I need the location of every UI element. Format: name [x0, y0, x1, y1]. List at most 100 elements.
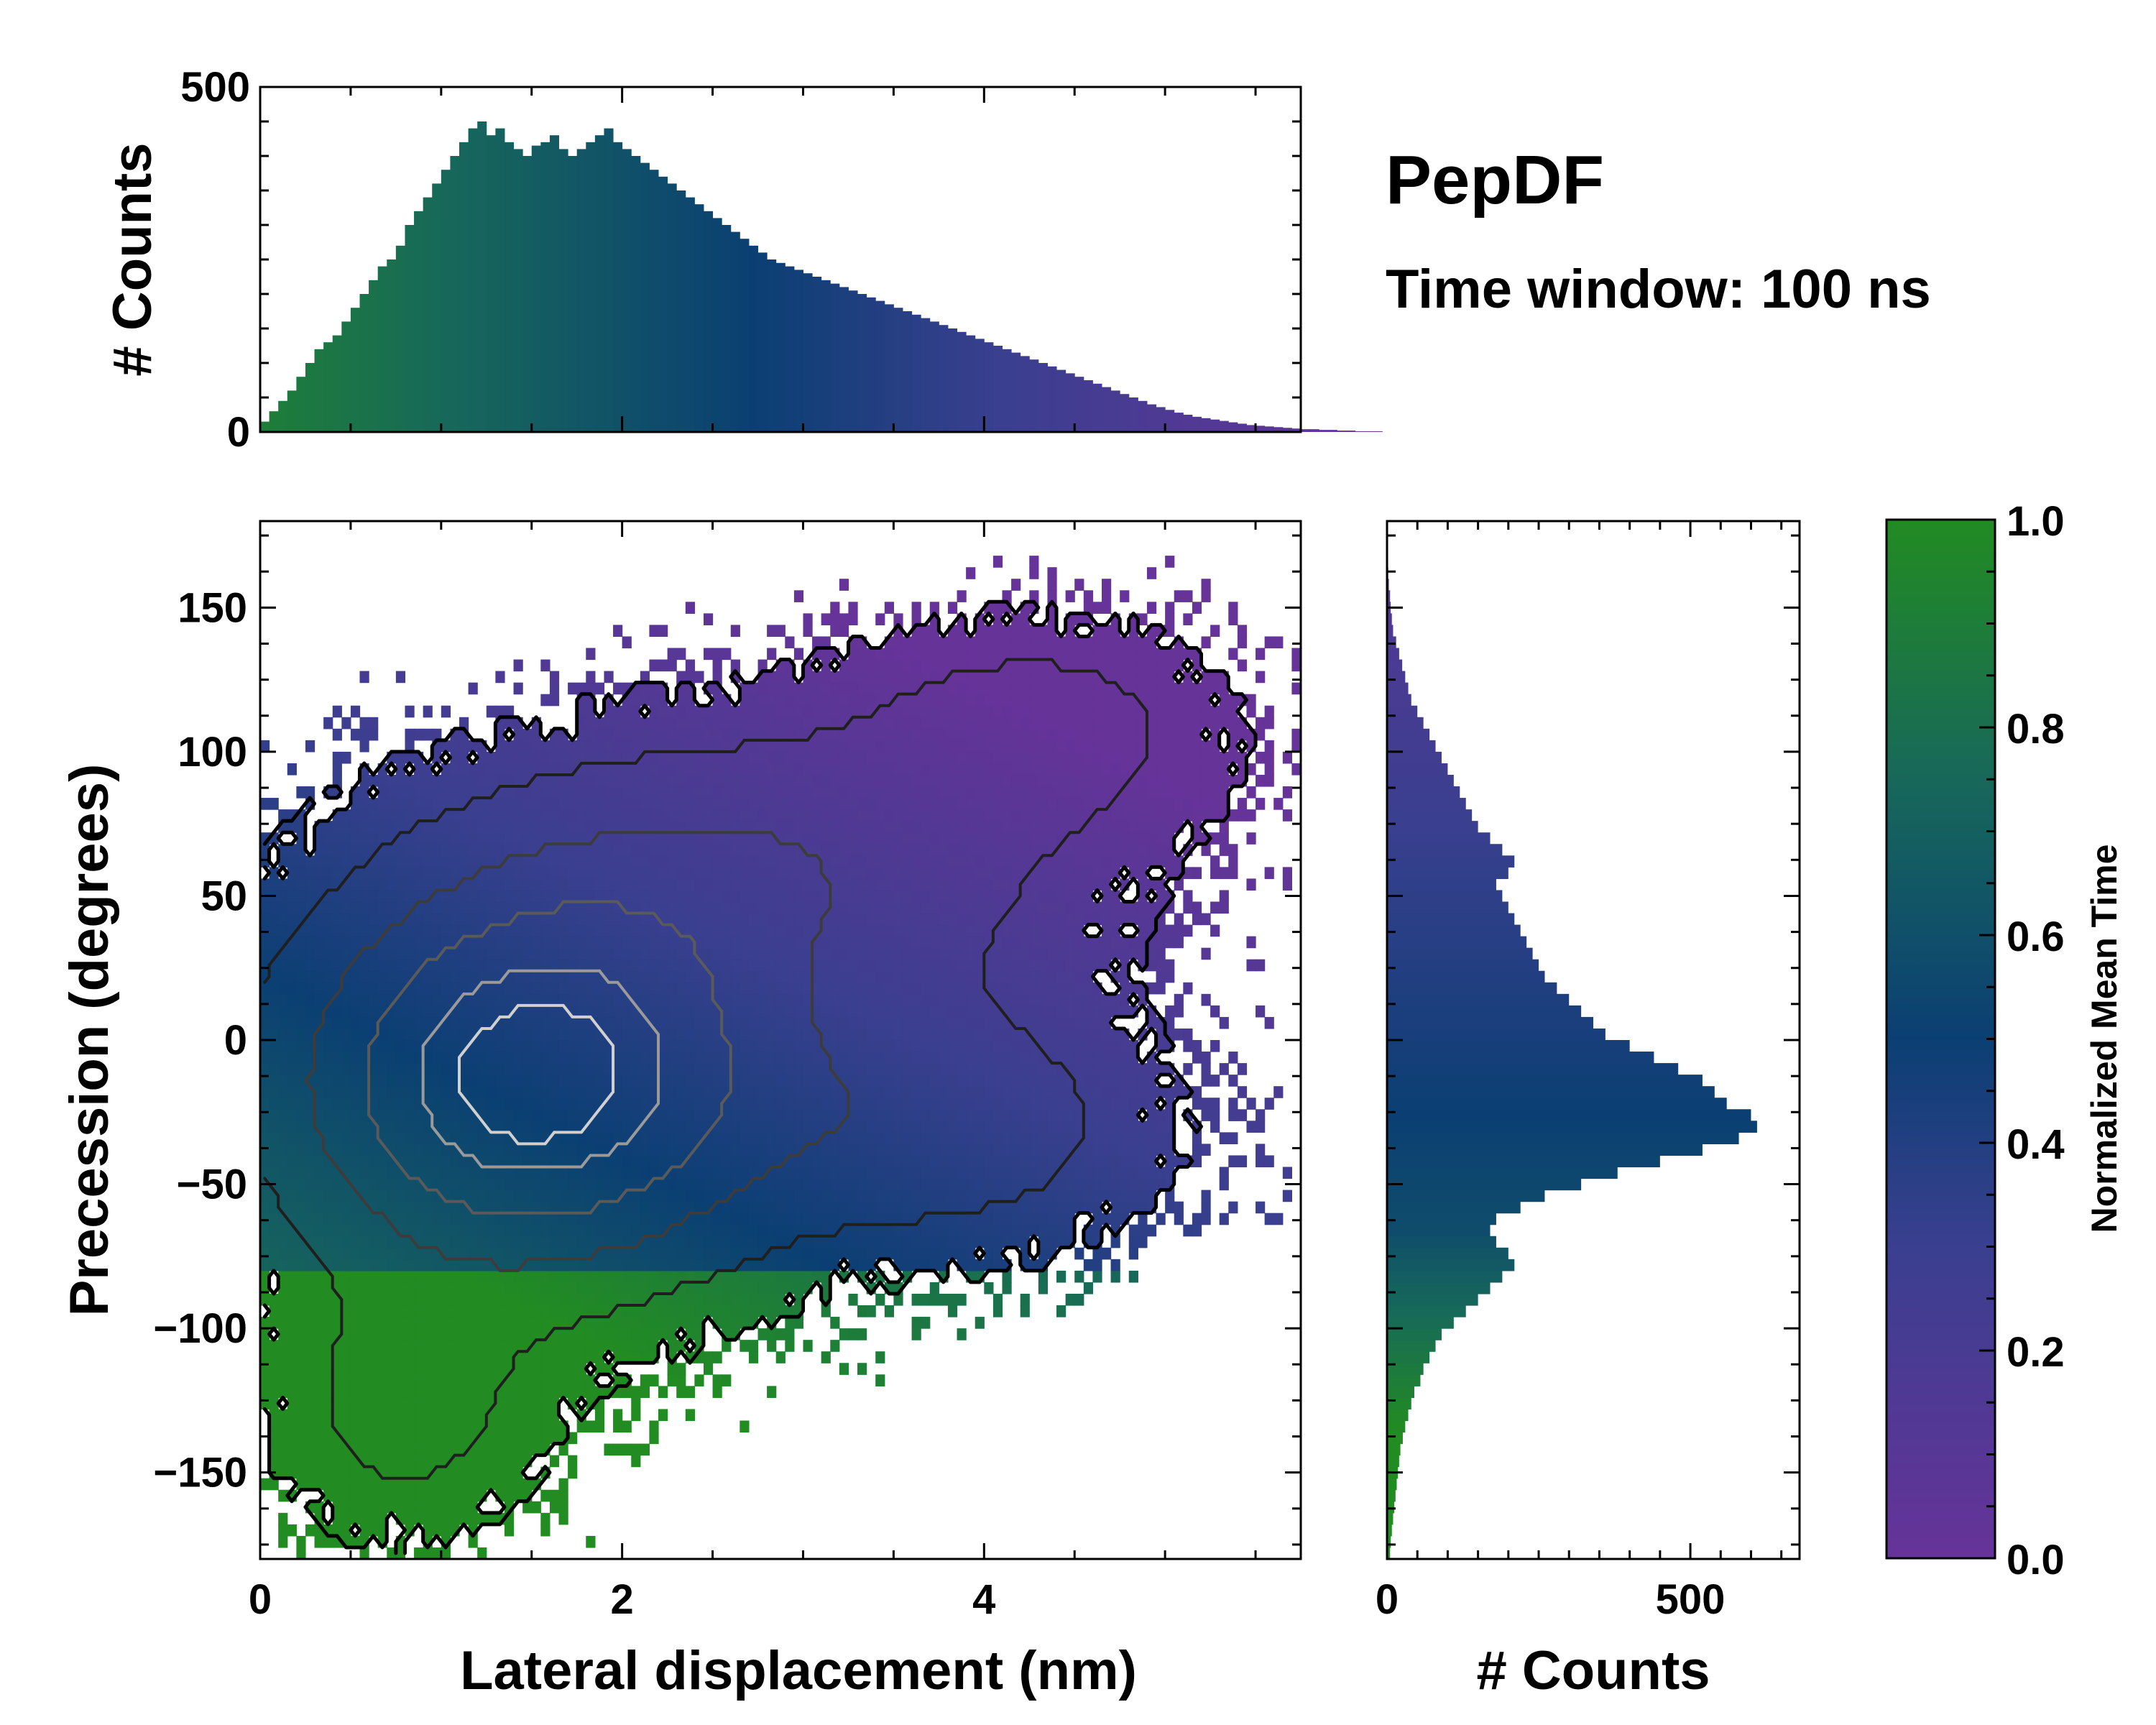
heatmap-cell [649, 1190, 659, 1202]
heatmap-cell [459, 1224, 469, 1237]
heatmap-cell [613, 1178, 623, 1191]
heatmap-cell [857, 1167, 867, 1179]
heatmap-cell [793, 1005, 804, 1018]
heatmap-cell [504, 936, 515, 949]
heatmap-cell [785, 636, 795, 649]
heatmap-cell [350, 1201, 361, 1214]
heatmap-cell [748, 890, 759, 903]
heatmap-cell [748, 1063, 759, 1075]
heatmap-cell [767, 913, 777, 926]
heatmap-cell [775, 1040, 786, 1052]
heatmap-cell [649, 982, 659, 995]
heatmap-cell [911, 832, 921, 845]
heatmap-cell [359, 844, 369, 856]
heatmap-cell [604, 1317, 614, 1329]
heatmap-cell [902, 867, 913, 879]
heatmap-cell [359, 1144, 369, 1156]
heatmap-cell [369, 1397, 379, 1410]
heatmap-cell [549, 1167, 560, 1179]
heatmap-cell [685, 1109, 695, 1121]
heatmap-cell [594, 1144, 605, 1156]
heatmap-cell [767, 959, 777, 972]
heatmap-cell [911, 924, 921, 937]
heatmap-cell [939, 913, 949, 926]
heatmap-cell [748, 1293, 759, 1306]
heatmap-cell [785, 924, 795, 937]
heatmap-cell [540, 1259, 550, 1271]
heatmap-cell [812, 993, 822, 1006]
heatmap-cell [812, 1040, 822, 1052]
heatmap-cell [685, 705, 695, 718]
heatmap-cell [775, 1201, 786, 1214]
heatmap-cell [377, 1363, 387, 1375]
heatmap-cell [740, 901, 750, 914]
heatmap-cell [911, 947, 921, 960]
heatmap-cell [594, 947, 605, 960]
heatmap-cell [531, 1132, 541, 1144]
heatmap-cell [748, 947, 759, 960]
heatmap-cell [604, 1109, 614, 1121]
heatmap-cell [531, 1317, 541, 1329]
heatmap-cell [767, 1040, 777, 1052]
heatmap-cell [839, 1247, 849, 1260]
heatmap-cell [921, 1247, 931, 1260]
heatmap-cell [631, 786, 641, 799]
heatmap-cell [676, 1178, 686, 1191]
heatmap-cell [341, 936, 351, 949]
heatmap-cell [269, 1132, 279, 1144]
heatmap-cell [531, 1386, 541, 1398]
heatmap-cell [504, 1386, 515, 1398]
heatmap-cell [830, 993, 840, 1006]
heatmap-cell [875, 1121, 885, 1133]
heatmap-cell [939, 1236, 949, 1248]
heatmap-cell [369, 1144, 379, 1156]
heatmap-cell [676, 1052, 686, 1064]
heatmap-cell [803, 1005, 813, 1018]
heatmap-cell [676, 901, 686, 914]
heatmap-cell [793, 1317, 804, 1329]
heatmap-cell [568, 1201, 578, 1214]
heatmap-cell [875, 982, 885, 995]
heatmap-cell [757, 740, 768, 753]
heatmap-cell [875, 855, 885, 868]
heatmap-cell [359, 878, 369, 891]
top-histogram-bar [857, 294, 867, 432]
heatmap-cell [947, 1236, 958, 1248]
heatmap-cell [323, 1489, 333, 1502]
heatmap-cell [296, 1247, 306, 1260]
heatmap-cell [767, 682, 777, 695]
heatmap-cell [812, 1155, 822, 1168]
heatmap-cell [830, 809, 840, 822]
heatmap-cell [830, 1201, 840, 1214]
heatmap-cell [350, 1466, 361, 1479]
heatmap-cell [314, 1386, 324, 1398]
heatmap-cell [848, 1086, 858, 1098]
heatmap-cell [350, 1351, 361, 1363]
heatmap-cell [459, 1075, 469, 1087]
heatmap-cell [269, 913, 279, 926]
heatmap-cell [477, 936, 487, 949]
top-histogram-bar [441, 170, 451, 432]
heatmap-cell [694, 798, 704, 810]
heatmap-cell [395, 1270, 406, 1283]
heatmap-cell [513, 1109, 523, 1121]
heatmap-cell [549, 751, 560, 764]
heatmap-cell [522, 1190, 533, 1202]
heatmap-cell [395, 1328, 406, 1340]
heatmap-cell [902, 936, 913, 949]
heatmap-cell [884, 867, 894, 879]
heatmap-cell [631, 1340, 641, 1352]
heatmap-cell [414, 774, 424, 787]
heatmap-cell [884, 602, 894, 614]
heatmap-cell [803, 717, 813, 730]
heatmap-cell [902, 774, 913, 787]
heatmap-cell [875, 763, 885, 776]
heatmap-cell [296, 1063, 306, 1075]
heatmap-cell [785, 1178, 795, 1191]
heatmap-cell [296, 1535, 306, 1548]
heatmap-cell [522, 1432, 533, 1445]
heatmap-cell [296, 982, 306, 995]
heatmap-cell [631, 913, 641, 926]
heatmap-cell [775, 1224, 786, 1237]
heatmap-cell [911, 751, 921, 764]
